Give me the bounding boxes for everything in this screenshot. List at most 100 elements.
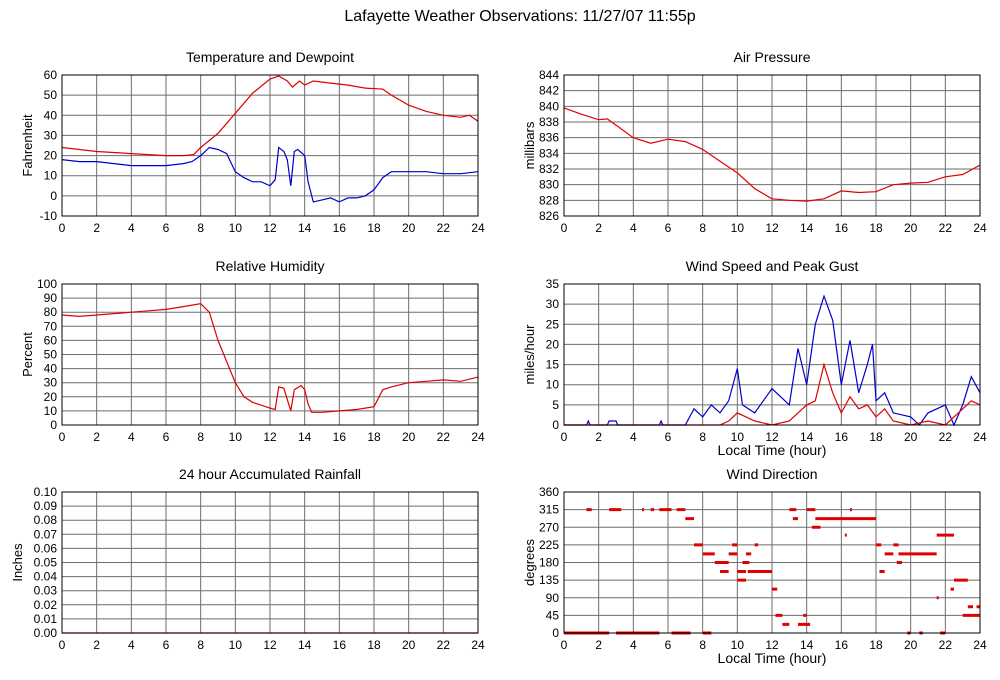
x-tick-label: 12	[765, 221, 779, 235]
x-tick-label: 4	[128, 221, 135, 235]
x-tick-label: 18	[869, 430, 883, 444]
chart-title: Relative Humidity	[216, 258, 325, 274]
x-tick-label: 24	[973, 221, 987, 235]
y-tick-label: 0.07	[34, 527, 58, 541]
x-tick-label: 8	[699, 430, 706, 444]
y-tick-label: 836	[539, 131, 559, 145]
x-tick-label: 24	[471, 221, 485, 235]
x-tick-label: 24	[471, 638, 485, 652]
y-tick-label: 0.09	[34, 499, 58, 513]
x-tick-label: 0	[59, 221, 66, 235]
plot-frame	[563, 74, 981, 217]
y-tick-label: 20	[44, 149, 58, 163]
x-tick-label: 6	[665, 221, 672, 235]
chart-title: 24 hour Accumulated Rainfall	[179, 466, 361, 482]
x-tick-label: 18	[367, 221, 381, 235]
x-tick-label: 2	[93, 430, 100, 444]
x-tick-label: 4	[128, 638, 135, 652]
x-tick-label: 16	[835, 221, 849, 235]
y-tick-label: 828	[539, 193, 559, 207]
x-tick-label: 4	[630, 638, 637, 652]
x-tick-label: 2	[93, 221, 100, 235]
x-tick-label: 22	[939, 221, 953, 235]
x-tick-label: 16	[333, 430, 347, 444]
y-tick-label: 60	[44, 333, 58, 347]
x-tick-label: 0	[561, 638, 568, 652]
y-axis-label: millibars	[522, 121, 537, 169]
x-tick-label: 6	[163, 430, 170, 444]
x-tick-label: 24	[973, 430, 987, 444]
y-tick-label: 0	[552, 626, 559, 640]
plot-frame	[61, 283, 479, 426]
y-tick-label: 838	[539, 115, 559, 129]
series-line-red	[61, 303, 479, 413]
x-tick-label: 20	[904, 430, 918, 444]
x-tick-label: 2	[595, 221, 602, 235]
x-tick-label: 18	[869, 638, 883, 652]
x-tick-label: 14	[298, 221, 312, 235]
x-tick-label: 20	[402, 638, 416, 652]
plot-frame	[563, 283, 981, 426]
y-tick-label: 135	[539, 573, 559, 587]
plot-frame	[61, 74, 479, 217]
series-line-blue	[61, 146, 479, 203]
y-tick-label: 35	[546, 277, 560, 291]
y-tick-label: 45	[546, 608, 560, 622]
y-tick-label: 315	[539, 503, 559, 517]
y-tick-label: 0	[50, 418, 57, 432]
x-tick-label: 8	[197, 430, 204, 444]
y-tick-label: 40	[44, 362, 58, 376]
x-tick-label: 20	[904, 221, 918, 235]
y-tick-label: 80	[44, 305, 58, 319]
y-tick-label: 10	[44, 169, 58, 183]
y-tick-label: 25	[546, 317, 560, 331]
x-tick-label: 24	[973, 638, 987, 652]
page-title: Lafayette Weather Observations: 11/27/07…	[344, 8, 696, 25]
x-tick-label: 8	[197, 638, 204, 652]
x-tick-label: 4	[128, 430, 135, 444]
x-tick-label: 0	[59, 430, 66, 444]
y-tick-label: 0.10	[34, 485, 58, 499]
y-tick-label: 90	[546, 591, 560, 605]
y-tick-label: 842	[539, 84, 559, 98]
y-tick-label: 50	[44, 348, 58, 362]
x-tick-label: 6	[665, 638, 672, 652]
x-tick-label: 16	[835, 638, 849, 652]
x-tick-label: 14	[800, 430, 814, 444]
x-tick-label: 16	[835, 430, 849, 444]
y-tick-label: 0.01	[34, 612, 58, 626]
series-line-red	[564, 362, 981, 426]
x-tick-label: 18	[367, 430, 381, 444]
y-tick-label: 40	[44, 108, 58, 122]
y-tick-label: 225	[539, 538, 559, 552]
y-tick-label: 30	[44, 376, 58, 390]
x-tick-label: 10	[731, 430, 745, 444]
y-tick-label: 0.05	[34, 556, 58, 570]
y-tick-label: 840	[539, 99, 559, 113]
x-tick-label: 14	[298, 638, 312, 652]
x-tick-label: 10	[229, 430, 243, 444]
x-tick-label: 12	[765, 638, 779, 652]
x-tick-label: 8	[699, 638, 706, 652]
y-tick-label: 100	[37, 277, 57, 291]
x-tick-label: 22	[437, 221, 451, 235]
y-tick-label: 50	[44, 88, 58, 102]
y-tick-label: 15	[546, 358, 560, 372]
plot-frame	[563, 491, 981, 634]
y-tick-label: 0.02	[34, 598, 58, 612]
x-tick-label: 10	[731, 638, 745, 652]
plot-frame	[61, 491, 479, 634]
y-axis-label: Percent	[20, 332, 35, 377]
x-tick-label: 16	[333, 638, 347, 652]
x-tick-label: 18	[869, 221, 883, 235]
x-tick-label: 14	[800, 221, 814, 235]
x-tick-label: 0	[561, 221, 568, 235]
y-tick-label: 0.08	[34, 513, 58, 527]
